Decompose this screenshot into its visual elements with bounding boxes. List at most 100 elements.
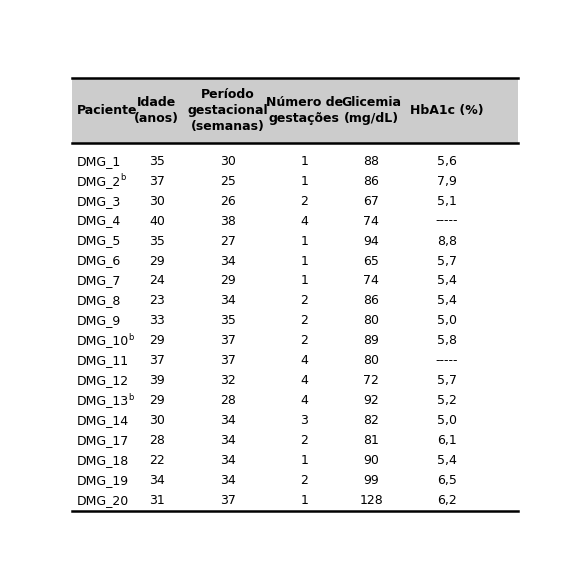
Text: 27: 27 <box>220 234 236 247</box>
Text: 22: 22 <box>149 455 165 467</box>
Text: DMG_10: DMG_10 <box>77 335 128 347</box>
Text: 4: 4 <box>300 215 308 228</box>
Text: 82: 82 <box>363 415 379 427</box>
Text: 30: 30 <box>149 195 165 207</box>
Text: 4: 4 <box>300 394 308 408</box>
Text: 29: 29 <box>149 335 165 347</box>
Text: 3: 3 <box>300 415 308 427</box>
Text: DMG_5: DMG_5 <box>77 234 121 247</box>
Text: 5,6: 5,6 <box>437 155 457 167</box>
Text: 38: 38 <box>220 215 236 228</box>
Text: -----: ----- <box>435 215 458 228</box>
Text: 67: 67 <box>363 195 379 207</box>
Text: HbA1c (%): HbA1c (%) <box>410 104 484 117</box>
Text: 1: 1 <box>300 494 308 507</box>
Text: 34: 34 <box>221 474 236 488</box>
Text: 74: 74 <box>363 274 379 288</box>
Text: DMG_13: DMG_13 <box>77 394 128 408</box>
Text: 34: 34 <box>149 474 165 488</box>
Text: Paciente: Paciente <box>77 104 137 117</box>
Text: 2: 2 <box>300 434 308 448</box>
Text: 6,5: 6,5 <box>437 474 457 488</box>
Text: 35: 35 <box>149 155 165 167</box>
Text: 5,2: 5,2 <box>437 394 457 408</box>
Text: 37: 37 <box>220 354 236 368</box>
Text: 25: 25 <box>220 174 236 188</box>
Text: 99: 99 <box>363 474 379 488</box>
Text: DMG_11: DMG_11 <box>77 354 128 368</box>
Text: b: b <box>128 393 134 402</box>
Text: DMG_17: DMG_17 <box>77 434 128 448</box>
Text: DMG_12: DMG_12 <box>77 375 128 387</box>
Text: 30: 30 <box>149 415 165 427</box>
Text: 33: 33 <box>149 314 165 328</box>
Bar <box>72 78 518 143</box>
Text: DMG_18: DMG_18 <box>77 455 128 467</box>
Text: 37: 37 <box>220 335 236 347</box>
Text: 88: 88 <box>363 155 379 167</box>
Text: Idade
(anos): Idade (anos) <box>134 96 179 125</box>
Text: 86: 86 <box>363 295 379 307</box>
Text: 34: 34 <box>221 255 236 267</box>
Text: 5,8: 5,8 <box>437 335 457 347</box>
Text: DMG_20: DMG_20 <box>77 494 128 507</box>
Text: DMG_8: DMG_8 <box>77 295 121 307</box>
Text: 74: 74 <box>363 215 379 228</box>
Text: 86: 86 <box>363 174 379 188</box>
Text: 7,9: 7,9 <box>437 174 457 188</box>
Text: -----: ----- <box>435 354 458 368</box>
Text: 4: 4 <box>300 354 308 368</box>
Text: 39: 39 <box>149 375 165 387</box>
Text: 72: 72 <box>363 375 379 387</box>
Text: Número de
gestações: Número de gestações <box>266 96 343 125</box>
Text: 29: 29 <box>149 394 165 408</box>
Text: DMG_4: DMG_4 <box>77 215 121 228</box>
Text: 92: 92 <box>363 394 379 408</box>
Text: 34: 34 <box>221 434 236 448</box>
Text: 5,4: 5,4 <box>437 295 457 307</box>
Text: DMG_14: DMG_14 <box>77 415 128 427</box>
Text: 8,8: 8,8 <box>437 234 457 247</box>
Text: 94: 94 <box>363 234 379 247</box>
Text: DMG_6: DMG_6 <box>77 255 121 267</box>
Text: 5,0: 5,0 <box>437 314 457 328</box>
Text: 1: 1 <box>300 255 308 267</box>
Text: 5,4: 5,4 <box>437 274 457 288</box>
Text: 5,7: 5,7 <box>437 255 457 267</box>
Text: 4: 4 <box>300 375 308 387</box>
Text: DMG_7: DMG_7 <box>77 274 121 288</box>
Text: 2: 2 <box>300 195 308 207</box>
Text: 28: 28 <box>220 394 236 408</box>
Text: 29: 29 <box>221 274 236 288</box>
Text: 1: 1 <box>300 234 308 247</box>
Text: 90: 90 <box>363 455 379 467</box>
Text: 2: 2 <box>300 295 308 307</box>
Text: b: b <box>121 173 126 182</box>
Text: 24: 24 <box>149 274 165 288</box>
Text: 65: 65 <box>363 255 379 267</box>
Text: 1: 1 <box>300 274 308 288</box>
Text: 2: 2 <box>300 314 308 328</box>
Text: 40: 40 <box>149 215 165 228</box>
Text: 28: 28 <box>149 434 165 448</box>
Text: 2: 2 <box>300 335 308 347</box>
Text: DMG_9: DMG_9 <box>77 314 121 328</box>
Text: 23: 23 <box>149 295 165 307</box>
Text: b: b <box>128 333 134 342</box>
Text: 34: 34 <box>221 415 236 427</box>
Text: DMG_3: DMG_3 <box>77 195 121 207</box>
Text: Período
gestacional
(semanas): Período gestacional (semanas) <box>188 88 268 133</box>
Text: 81: 81 <box>363 434 379 448</box>
Text: 37: 37 <box>149 174 165 188</box>
Text: 80: 80 <box>363 354 379 368</box>
Text: 34: 34 <box>221 455 236 467</box>
Text: 128: 128 <box>359 494 383 507</box>
Text: 29: 29 <box>149 255 165 267</box>
Text: DMG_1: DMG_1 <box>77 155 121 167</box>
Text: 6,1: 6,1 <box>437 434 457 448</box>
Text: DMG_19: DMG_19 <box>77 474 128 488</box>
Text: 30: 30 <box>220 155 236 167</box>
Text: 31: 31 <box>149 494 165 507</box>
Text: 35: 35 <box>149 234 165 247</box>
Text: 35: 35 <box>220 314 236 328</box>
